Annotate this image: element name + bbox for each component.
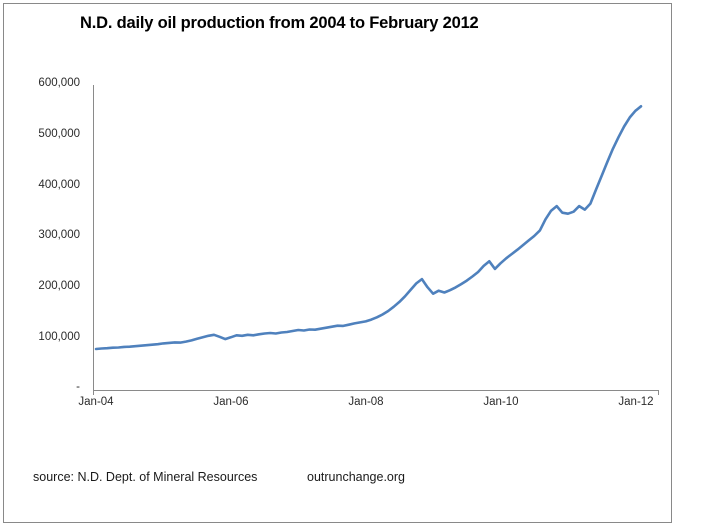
x-tick-label: Jan-10 [483, 396, 519, 408]
y-tick-label: 500,000 [38, 128, 80, 140]
x-tick-label: Jan-08 [348, 396, 384, 408]
y-tick-label: 200,000 [38, 280, 80, 292]
x-tick-label: Jan-12 [618, 396, 654, 408]
chart-frame-border [3, 3, 672, 523]
source-text: source: N.D. Dept. of Mineral Resources [33, 470, 258, 484]
y-tick-label: 600,000 [38, 77, 80, 89]
production-line [94, 105, 643, 351]
x-tick-label: Jan-04 [78, 396, 114, 408]
y-tick-label: 400,000 [38, 179, 80, 191]
y-tick-label: 300,000 [38, 229, 80, 241]
website-text: outrunchange.org [307, 470, 405, 484]
x-tick-label: Jan-06 [213, 396, 249, 408]
y-tick-label: 100,000 [38, 331, 80, 343]
chart-footer: source: N.D. Dept. of Mineral Resources … [33, 470, 405, 484]
y-tick-label: - [76, 381, 80, 393]
chart-title: N.D. daily oil production from 2004 to F… [80, 14, 479, 32]
